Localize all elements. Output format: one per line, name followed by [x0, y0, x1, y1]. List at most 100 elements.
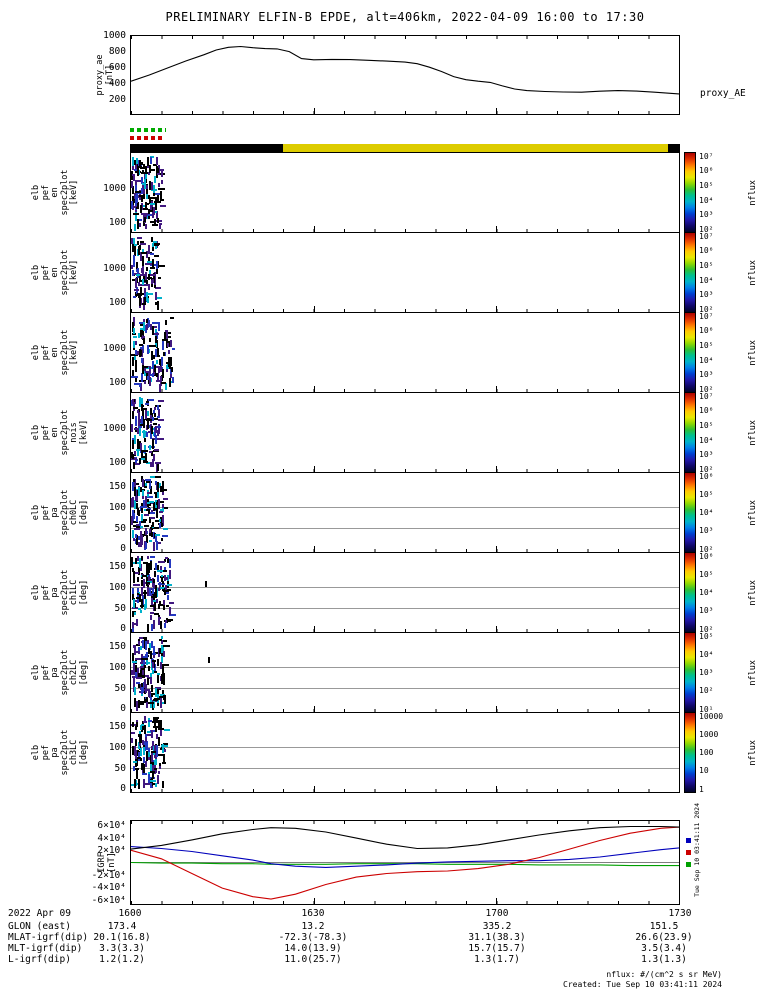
flux-mark	[152, 453, 155, 461]
minor-x-ticks	[131, 36, 679, 39]
footer-row-value: 15.7(15.7)	[468, 943, 526, 954]
igrf-series-marker	[686, 850, 691, 855]
flux-mark	[133, 317, 135, 326]
spectro-y-tick-label: 150	[108, 720, 126, 732]
footer-row-label: MLT-igrf(dip)	[8, 943, 83, 954]
flux-mark	[135, 750, 138, 760]
flux-mark	[138, 222, 141, 227]
flux-mark	[157, 614, 160, 620]
flux-mark	[133, 168, 138, 171]
flux-mark	[132, 336, 137, 339]
colorbar-title-text: nflux	[747, 259, 758, 286]
flux-mark	[139, 323, 144, 326]
flux-mark	[136, 489, 139, 497]
flux-mark	[158, 604, 165, 607]
flux-mark	[155, 336, 158, 344]
date-label: 2022 Apr 09	[8, 908, 71, 919]
flux-mark	[131, 440, 134, 450]
flux-mark	[153, 412, 156, 418]
spectrogram-panel-pa-ch0LC	[130, 472, 680, 553]
major-x-tick	[496, 786, 498, 792]
flux-mark	[157, 260, 160, 268]
flux-mark	[163, 591, 169, 594]
flux-mark	[146, 481, 151, 484]
flux-mark	[147, 623, 150, 634]
flux-mark	[142, 303, 145, 311]
flux-mark	[138, 779, 141, 789]
flux-mark	[149, 677, 152, 684]
flux-mark	[132, 270, 134, 277]
flux-mark	[160, 566, 163, 574]
flux-mark	[135, 618, 138, 627]
proxy-ae-panel	[130, 35, 680, 115]
flux-mark	[153, 332, 159, 335]
flux-mark	[132, 524, 138, 527]
pitch-angle-gridline	[131, 586, 679, 588]
flux-mark	[135, 682, 140, 685]
flux-mark	[158, 518, 161, 523]
flux-mark	[161, 340, 164, 351]
colorbar-tick-label: 10⁵	[699, 340, 714, 350]
flux-mark	[158, 499, 161, 509]
flux-mark	[149, 783, 152, 789]
flux-mark	[135, 416, 138, 426]
flux-mark	[158, 762, 161, 769]
flux-mark	[140, 687, 143, 694]
flux-mark	[155, 340, 158, 348]
flux-mark	[157, 173, 161, 176]
flux-mark	[149, 377, 152, 386]
flux-mark	[143, 764, 146, 773]
spectro-y-tick-label: 0	[120, 543, 126, 555]
flux-mark	[171, 366, 174, 372]
colorbar-tick-label: 10³	[699, 668, 714, 678]
igrf-y-tick-label: 6×10⁴	[97, 820, 126, 831]
flux-mark	[146, 215, 149, 219]
colorbar-title-text: nflux	[747, 419, 758, 446]
flux-mark	[149, 651, 152, 660]
flux-mark	[138, 321, 146, 324]
flux-mark	[132, 567, 135, 573]
flux-mark	[162, 602, 165, 611]
flux-mark	[143, 297, 146, 306]
flux-mark	[163, 729, 171, 732]
flux-mark	[154, 476, 161, 479]
flux-mark	[138, 608, 142, 611]
flux-mark	[150, 378, 153, 383]
flux-mark	[138, 411, 141, 422]
flux-mark	[152, 620, 155, 629]
flux-mark	[142, 682, 145, 689]
flux-mark	[168, 377, 171, 387]
footer-row-label: MLAT-igrf(dip)	[8, 932, 89, 943]
flux-mark	[159, 662, 162, 670]
flux-mark	[136, 268, 139, 279]
flux-mark	[144, 678, 147, 688]
spectro-y-tick-label: 50	[114, 602, 126, 614]
coverage-bar-segment	[667, 144, 680, 152]
flux-mark	[153, 279, 156, 288]
flux-mark	[149, 652, 156, 655]
colorbar-tick-label: 10³	[699, 290, 714, 300]
flux-mark	[148, 540, 153, 543]
flux-mark	[134, 759, 137, 767]
flux-mark	[146, 563, 149, 574]
flux-mark	[162, 644, 170, 647]
flux-mark	[140, 725, 143, 730]
flux-mark	[139, 424, 144, 427]
flux-mark	[156, 540, 159, 551]
colorbar-title-text: nflux	[747, 499, 758, 526]
flux-mark	[143, 656, 146, 666]
flux-mark	[146, 298, 149, 303]
flux-mark	[168, 350, 171, 355]
flux-mark	[161, 665, 164, 676]
flux-mark	[158, 187, 165, 190]
flux-mark	[140, 346, 143, 352]
flux-mark	[207, 656, 210, 663]
minor-x-ticks	[131, 309, 679, 312]
flux-mark	[154, 519, 160, 522]
flux-mark	[150, 350, 153, 361]
flux-mark	[137, 667, 140, 678]
flux-mark	[150, 611, 155, 614]
flux-mark	[154, 255, 159, 258]
flux-mark	[204, 580, 207, 587]
flux-mark	[158, 501, 164, 504]
